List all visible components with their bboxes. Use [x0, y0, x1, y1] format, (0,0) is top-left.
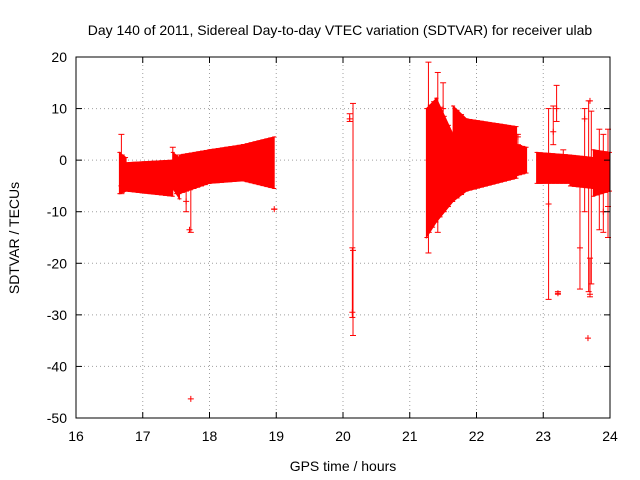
data-point-marker: [434, 131, 441, 138]
error-bar: [346, 113, 353, 122]
error-band: [435, 98, 454, 224]
error-bar: [545, 108, 552, 300]
y-tick-label: 10: [51, 101, 67, 117]
error-bar: [585, 100, 592, 293]
error-bar: [271, 206, 278, 213]
error-bar: [440, 82, 447, 120]
data-point-marker: [586, 97, 593, 104]
error-bar: [560, 149, 567, 166]
data-point-marker: [554, 290, 561, 297]
data-point-marker: [584, 335, 591, 342]
error-bar: [514, 133, 521, 146]
x-tick-label: 17: [135, 428, 151, 444]
data-point-marker: [169, 167, 176, 174]
data-point-marker: [187, 395, 194, 402]
error-bar: [118, 133, 125, 195]
error-bar: [554, 290, 561, 297]
error-bar: [553, 84, 560, 122]
y-tick-labels: -50 -40 -30 -20 -10 0 10 20: [47, 49, 67, 426]
y-tick-label: -30: [47, 307, 67, 323]
x-tick-label: 21: [402, 428, 418, 444]
error-band: [592, 149, 611, 197]
y-tick-label: -20: [47, 255, 67, 271]
band-tick-marks: [124, 159, 175, 197]
data-point-marker: [514, 133, 521, 140]
x-tick-label: 20: [335, 428, 351, 444]
error-bar: [425, 61, 432, 254]
error-bar: [588, 110, 595, 285]
x-tick-labels: 16 17 18 19 20 21 22 23 24: [68, 428, 618, 444]
data-point-marker: [271, 206, 278, 213]
data-point-marker: [596, 167, 603, 174]
data-point-marker: [536, 162, 543, 169]
chart-title: Day 140 of 2011, Sidereal Day-to-day VTE…: [88, 22, 593, 38]
x-tick-label: 22: [469, 428, 485, 444]
data-point-marker: [553, 105, 560, 112]
data-point-marker: [118, 182, 125, 189]
x-axis-label: GPS time / hours: [290, 458, 397, 474]
error-bar: [550, 105, 557, 146]
error-band: [209, 144, 244, 184]
data-point-marker: [349, 309, 356, 316]
data-point-marker: [187, 177, 194, 184]
grid-lines: [76, 57, 610, 418]
data-point-marker: [588, 182, 595, 189]
band-tick-marks: [240, 136, 277, 190]
y-tick-label: -10: [47, 204, 67, 220]
data-point-marker: [425, 157, 432, 164]
data-point-marker: [586, 291, 593, 298]
error-bar: [350, 102, 357, 336]
band-tick-marks: [591, 149, 612, 197]
data-series: [117, 61, 612, 402]
error-bar: [586, 257, 593, 298]
data-point-marker: [186, 226, 193, 233]
y-tick-label: 0: [59, 152, 67, 168]
data-point-marker: [346, 115, 353, 122]
x-tick-label: 16: [68, 428, 84, 444]
data-point-marker: [350, 247, 357, 254]
error-bar: [576, 180, 583, 290]
error-bar: [434, 71, 441, 233]
data-point-marker: [576, 244, 583, 251]
data-point-marker: [581, 115, 588, 122]
error-band: [452, 104, 467, 203]
x-tick-label: 19: [268, 428, 284, 444]
error-band: [569, 154, 594, 190]
error-bar: [187, 159, 194, 233]
band-tick-marks: [464, 118, 519, 192]
error-band: [179, 149, 210, 195]
x-tick-label: 23: [535, 428, 551, 444]
data-point-marker: [545, 200, 552, 207]
error-bar: [596, 128, 603, 231]
x-tick-label: 18: [202, 428, 218, 444]
error-band: [242, 136, 275, 190]
data-point-marker: [440, 105, 447, 112]
error-band: [425, 97, 437, 240]
error-band: [118, 151, 127, 195]
error-band: [125, 159, 174, 197]
y-axis-label: SDTVAR / TECUs: [6, 182, 22, 294]
data-point-marker: [560, 154, 567, 161]
error-bar: [536, 154, 543, 184]
error-band: [536, 151, 571, 184]
data-point-marker: [183, 198, 190, 205]
error-bar: [183, 185, 190, 213]
y-tick-label: -50: [47, 410, 67, 426]
x-tick-label: 24: [602, 428, 618, 444]
error-bar: [600, 133, 607, 233]
y-tick-label: -40: [47, 358, 67, 374]
axis-ticks: [75, 56, 611, 419]
error-bar: [349, 247, 356, 318]
error-band: [516, 144, 528, 177]
y-tick-label: 20: [51, 49, 67, 65]
error-bar: [581, 108, 588, 213]
error-bar: [169, 146, 176, 177]
data-point-marker: [550, 128, 557, 135]
